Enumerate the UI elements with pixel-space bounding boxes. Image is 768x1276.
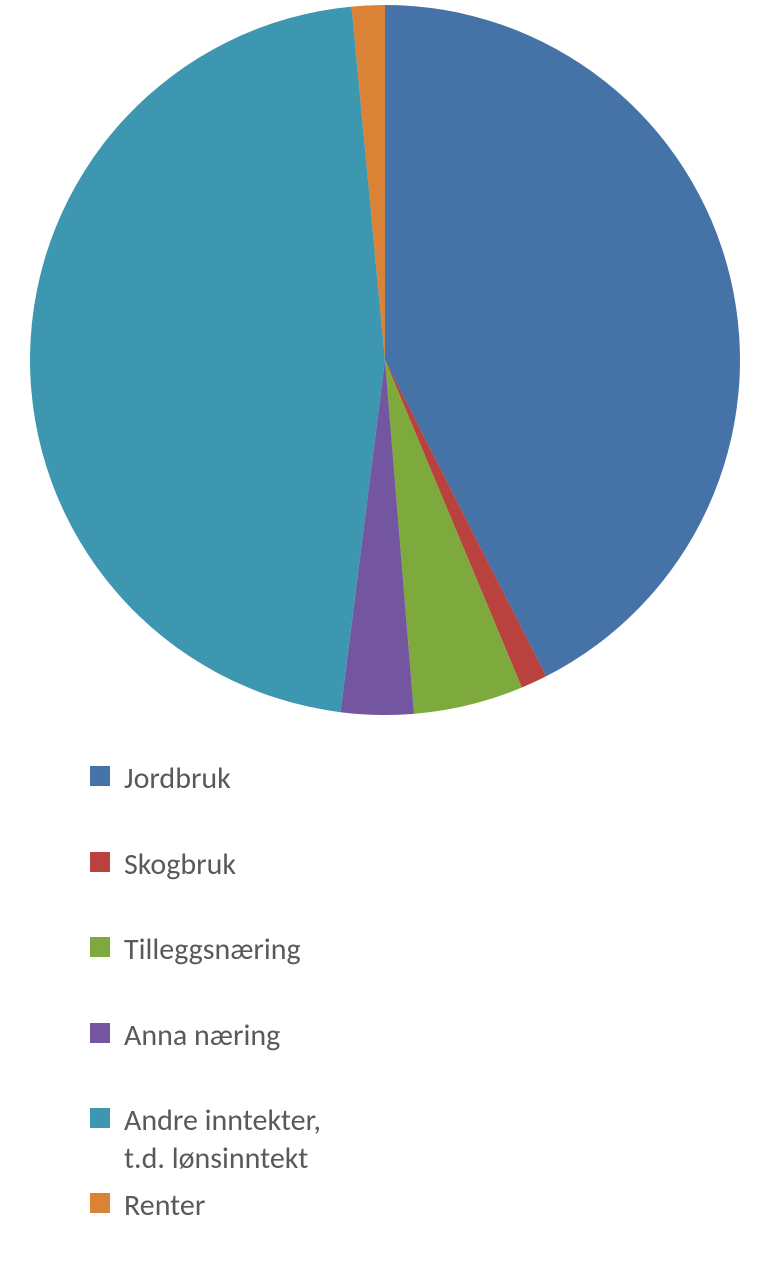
legend-item: Anna næring — [90, 1017, 768, 1055]
legend-marker — [90, 1023, 110, 1043]
legend-marker — [90, 1193, 110, 1213]
legend-label: Skogbruk — [124, 846, 236, 884]
legend-item: Andre inntekter,t.d. lønsinntekt — [90, 1102, 768, 1177]
legend-item: Tilleggsnæring — [90, 931, 768, 969]
legend-marker — [90, 766, 110, 786]
legend-item: Skogbruk — [90, 846, 768, 884]
legend-marker — [90, 937, 110, 957]
legend-label: Renter — [124, 1187, 205, 1225]
legend-label: Tilleggsnæring — [124, 931, 301, 969]
legend-label: Jordbruk — [124, 760, 231, 798]
legend-label: Andre inntekter,t.d. lønsinntekt — [124, 1102, 321, 1177]
legend-marker — [90, 1108, 110, 1128]
pie-slice — [30, 7, 385, 713]
chart-legend: Jordbruk Skogbruk Tilleggsnæring Anna nærin… — [0, 760, 768, 1225]
legend-item: Renter — [90, 1187, 768, 1225]
legend-label: Anna næring — [124, 1017, 280, 1055]
legend-marker — [90, 852, 110, 872]
legend-item: Jordbruk — [90, 760, 768, 798]
pie-chart-container — [0, 0, 768, 760]
pie-chart — [0, 0, 768, 760]
